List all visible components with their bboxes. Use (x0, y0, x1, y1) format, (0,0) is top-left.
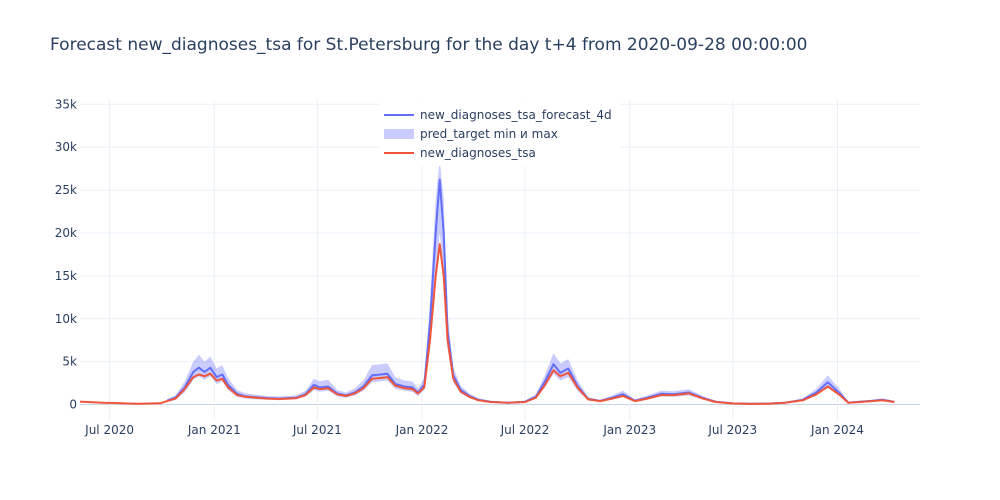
y-tick-label: 25k (55, 183, 77, 197)
y-tick-label: 5k (62, 355, 77, 369)
legend-label: new_diagnoses_tsa_forecast_4d (420, 108, 612, 122)
x-tick-label: Jan 2021 (187, 423, 241, 437)
x-tick-label: Jul 2021 (292, 423, 342, 437)
y-tick-label: 0 (69, 398, 77, 412)
series-line-new-diagnoses-tsa-forecast-4d (166, 178, 895, 405)
legend-item[interactable]: new_diagnoses_tsa (384, 146, 536, 160)
y-tick-label: 20k (55, 226, 77, 240)
x-tick-label: Jul 2023 (707, 423, 757, 437)
x-tick-label: Jul 2022 (500, 423, 550, 437)
y-tick-label: 10k (55, 312, 77, 326)
legend[interactable]: new_diagnoses_tsa_forecast_4d pred_target… (380, 102, 620, 166)
axis-layer: 0 5k 10k 15k 20k 25k 30k 35k Jul 2020 Jan 2021 Jul… (55, 97, 864, 437)
legend-background (380, 102, 620, 166)
series-layer (79, 178, 895, 405)
y-tick-label: 15k (55, 269, 77, 283)
x-tick-label: Jan 2022 (395, 423, 449, 437)
grid (80, 100, 920, 420)
y-tick-label: 30k (55, 140, 77, 154)
y-tick-label: 35k (55, 97, 77, 111)
legend-item[interactable]: pred_target min и max (384, 127, 558, 141)
legend-label: pred_target min и max (420, 127, 558, 141)
legend-swatch (384, 129, 414, 139)
band-layer (167, 160, 895, 404)
series-line-new-diagnoses-tsa (79, 243, 895, 405)
chart-title: Forecast new_diagnoses_tsa for St.Peters… (50, 35, 807, 55)
x-tick-label: Jan 2024 (810, 423, 864, 437)
x-tick-label: Jul 2020 (84, 423, 134, 437)
x-tick-label: Jan 2023 (602, 423, 656, 437)
band-min-max (167, 160, 895, 404)
legend-item[interactable]: new_diagnoses_tsa_forecast_4d (384, 108, 612, 122)
legend-label: new_diagnoses_tsa (420, 146, 536, 160)
